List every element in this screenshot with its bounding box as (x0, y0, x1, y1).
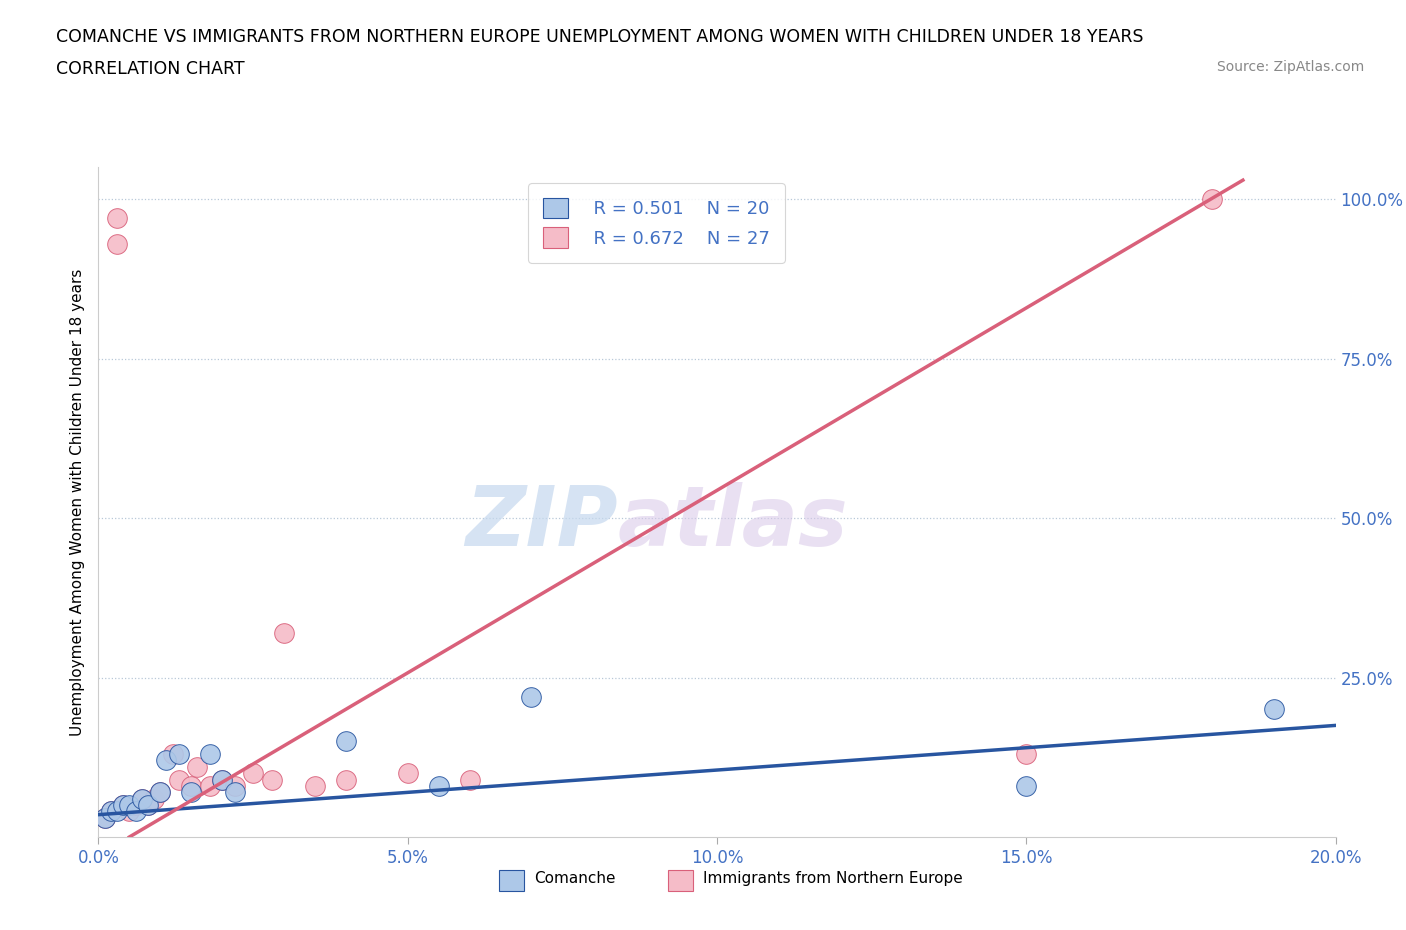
Point (136, 798, 159, 813)
Point (124, 804, 146, 819)
Text: Source: ZipAtlas.com: Source: ZipAtlas.com (1216, 60, 1364, 74)
Y-axis label: Unemployment Among Women with Children Under 18 years: Unemployment Among Women with Children U… (69, 269, 84, 736)
Point (1015, 747, 1038, 762)
Point (198, 747, 221, 762)
Point (167, 772, 190, 787)
Point (224, 778, 246, 793)
Point (143, 791, 166, 806)
Point (100, 804, 122, 819)
Point (1263, 702, 1285, 717)
Text: COMANCHE VS IMMIGRANTS FROM NORTHERN EUROPE UNEMPLOYMENT AMONG WOMEN WITH CHILDR: COMANCHE VS IMMIGRANTS FROM NORTHERN EUR… (56, 28, 1143, 46)
Point (149, 785, 172, 800)
Point (198, 778, 221, 793)
Point (1201, 192, 1223, 206)
Point (211, 772, 233, 787)
Point (136, 798, 159, 813)
Point (520, 689, 543, 704)
Point (242, 765, 264, 780)
Text: atlas: atlas (619, 482, 849, 563)
Point (304, 778, 326, 793)
Point (335, 772, 357, 787)
Point (118, 798, 141, 813)
Text: CORRELATION CHART: CORRELATION CHART (56, 60, 245, 78)
Point (335, 734, 357, 749)
Point (149, 785, 172, 800)
Point (162, 747, 184, 762)
Point (273, 626, 295, 641)
Point (131, 791, 153, 806)
Point (167, 747, 190, 762)
Point (105, 211, 128, 226)
Legend:   R = 0.501    N = 20,   R = 0.672    N = 27: R = 0.501 N = 20, R = 0.672 N = 27 (529, 183, 785, 263)
Text: ZIP: ZIP (465, 482, 619, 563)
Point (124, 798, 146, 813)
Point (155, 753, 177, 768)
Text: Immigrants from Northern Europe: Immigrants from Northern Europe (703, 871, 963, 886)
Point (396, 765, 419, 780)
Point (1015, 778, 1038, 793)
Point (93, 810, 115, 825)
Point (180, 785, 202, 800)
Point (224, 785, 246, 800)
Point (93, 810, 115, 825)
Point (186, 760, 208, 775)
Point (131, 791, 153, 806)
Point (112, 798, 135, 813)
Point (100, 804, 122, 819)
Text: Comanche: Comanche (534, 871, 616, 886)
Point (260, 772, 283, 787)
Point (458, 772, 481, 787)
Point (180, 778, 202, 793)
Point (105, 804, 128, 819)
Point (112, 798, 135, 813)
Point (427, 778, 450, 793)
Point (118, 804, 141, 819)
Point (211, 772, 233, 787)
Point (105, 236, 128, 251)
